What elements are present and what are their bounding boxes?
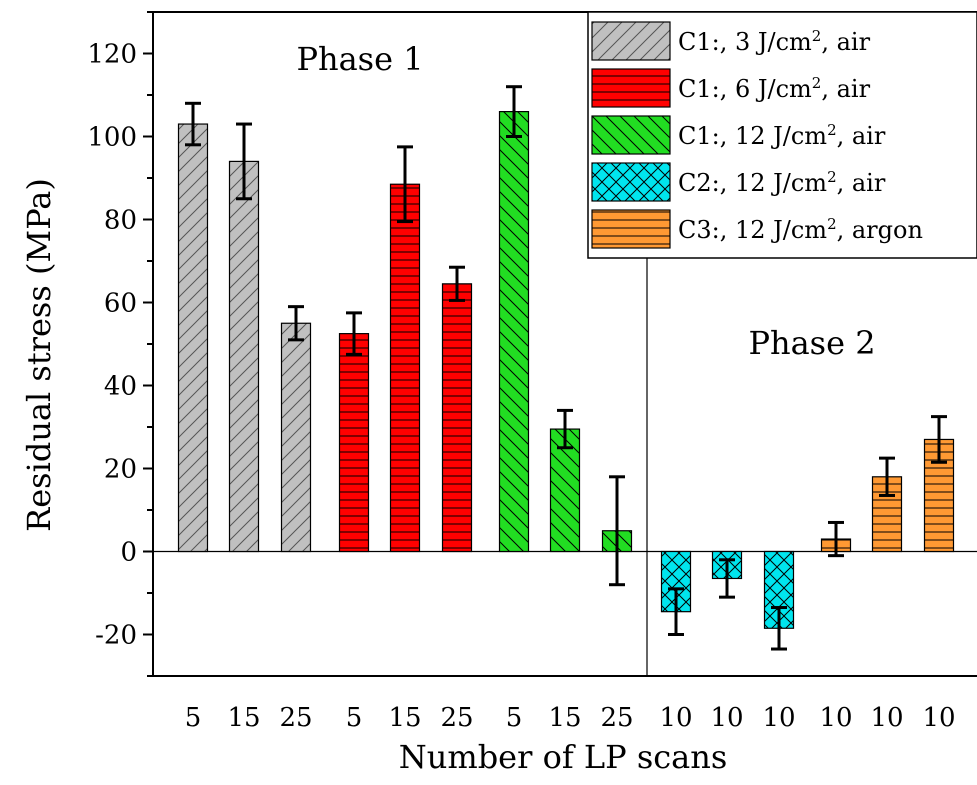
legend-label: C1:, 12 J/cm2, air [678, 121, 886, 150]
x-tick-label: 15 [388, 703, 421, 733]
x-tick-label: 25 [600, 703, 633, 733]
x-tick-label: 10 [870, 703, 903, 733]
y-tick-label: 100 [87, 123, 137, 153]
legend-item: C1:, 3 J/cm2, air [591, 21, 871, 61]
legend-swatch-hatch [591, 209, 671, 249]
legend-label: C2:, 12 J/cm2, air [678, 168, 886, 197]
x-tick-label: 5 [506, 703, 523, 733]
x-axis: 5 15 25 5 15 25 5 15 25 10 10 10 10 10 10 [153, 675, 977, 733]
x-tick-label: 15 [227, 703, 260, 733]
bar-group [871, 456, 903, 553]
bar-group [441, 265, 473, 553]
y-axis: -20 0 20 40 60 80 100 120 [87, 11, 154, 677]
bar-hatch [549, 428, 581, 553]
x-tick-label: 10 [819, 703, 852, 733]
bar-group [923, 415, 955, 553]
legend-item: C2:, 12 J/cm2, air [591, 162, 886, 202]
bar-group [389, 145, 421, 553]
y-axis-title: Residual stress (MPa) [20, 178, 58, 532]
y-tick-label: 60 [104, 289, 137, 319]
legend-swatch-hatch [591, 115, 671, 155]
bar-hatch [441, 283, 473, 553]
x-axis-title: Number of LP scans [399, 738, 728, 776]
bar-hatch [280, 322, 312, 553]
y-tick-label: 120 [87, 40, 137, 70]
legend-label: C1:, 3 J/cm2, air [678, 27, 871, 56]
bar-hatch [338, 333, 370, 553]
x-tick-label: 10 [659, 703, 692, 733]
y-tick-label: 80 [104, 206, 137, 236]
legend-item: C3:, 12 J/cm2, argon [591, 209, 923, 249]
legend-item: C1:, 12 J/cm2, air [591, 115, 886, 155]
y-tick-label: 0 [120, 538, 137, 568]
bar-hatch [763, 550, 795, 629]
legend-swatch-hatch [591, 21, 671, 61]
x-tick-label: 10 [922, 703, 955, 733]
bar-hatch [498, 110, 530, 553]
x-tick-label: 5 [346, 703, 363, 733]
phase-1-label: Phase 1 [296, 40, 423, 78]
bar-group [177, 101, 209, 553]
bar-group [601, 475, 633, 587]
bar-group [228, 122, 260, 553]
bar-group [549, 408, 581, 553]
legend: C1:, 3 J/cm2, air C1:, 6 J/cm2, air C1:, 1… [587, 11, 977, 259]
phase-annotations: Phase 1 Phase 2 [296, 40, 875, 362]
phase-2-label: Phase 2 [748, 324, 875, 362]
y-tick-label: 20 [104, 455, 137, 485]
bar-hatch [389, 183, 421, 553]
x-tick-label: 10 [762, 703, 795, 733]
bar-group [498, 85, 530, 553]
plot-area [153, 11, 977, 676]
bar-group [711, 550, 743, 599]
x-tick-label: 15 [548, 703, 581, 733]
x-tick-label: 25 [440, 703, 473, 733]
x-tick-label: 25 [279, 703, 312, 733]
bar-group [660, 550, 692, 636]
x-tick-label: 5 [185, 703, 202, 733]
bar-hatch [923, 438, 955, 553]
bar-group [763, 550, 795, 651]
bar-hatch [177, 123, 209, 553]
bar-group [338, 311, 370, 553]
bar-group [820, 520, 852, 558]
legend-swatch-hatch [591, 162, 671, 202]
x-tick-label: 10 [710, 703, 743, 733]
y-tick-label: 40 [104, 372, 137, 402]
legend-label: C1:, 6 J/cm2, air [678, 74, 871, 103]
y-tick-label: -20 [95, 621, 137, 651]
legend-swatch-hatch [591, 68, 671, 108]
bar-group [280, 305, 312, 553]
legend-label: C3:, 12 J/cm2, argon [678, 215, 923, 244]
bar-hatch [228, 160, 260, 553]
legend-item: C1:, 6 J/cm2, air [591, 68, 871, 108]
